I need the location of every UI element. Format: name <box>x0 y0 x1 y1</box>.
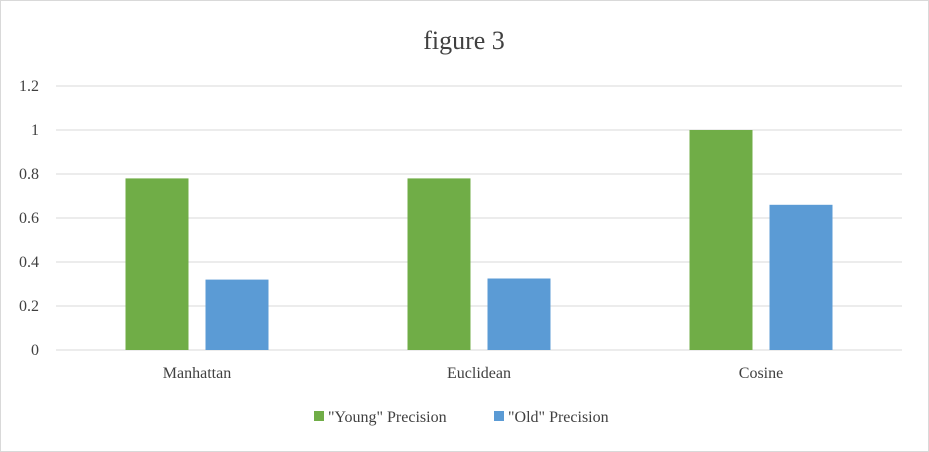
x-category-label: Manhattan <box>163 365 231 382</box>
bars <box>125 130 833 350</box>
legend-swatch <box>314 411 324 421</box>
x-axis-category-labels: Manhattan Euclidean Cosine <box>163 365 783 382</box>
legend-label: "Young" Precision <box>328 409 447 426</box>
legend-label: "Old" Precision <box>508 409 609 426</box>
y-tick-label: 1.2 <box>19 78 39 95</box>
bar <box>689 130 753 350</box>
x-category-label: Euclidean <box>447 365 511 382</box>
chart-title: figure 3 <box>423 26 505 55</box>
y-tick-label: 0 <box>31 342 39 359</box>
bar <box>487 278 551 350</box>
bar <box>125 178 189 350</box>
y-axis-tick-labels: 0 0.2 0.4 0.6 0.8 1 1.2 <box>19 78 39 359</box>
legend: "Young" Precision "Old" Precision <box>314 409 609 426</box>
legend-swatch <box>494 411 504 421</box>
y-tick-label: 0.8 <box>19 166 39 183</box>
bar <box>769 204 833 350</box>
y-tick-label: 0.2 <box>19 298 39 315</box>
bar <box>407 178 471 350</box>
x-category-label: Cosine <box>739 365 783 382</box>
bar <box>205 279 269 350</box>
y-tick-label: 0.6 <box>19 210 39 227</box>
gridlines <box>56 85 902 351</box>
y-tick-label: 1 <box>31 122 39 139</box>
y-tick-label: 0.4 <box>19 254 39 271</box>
